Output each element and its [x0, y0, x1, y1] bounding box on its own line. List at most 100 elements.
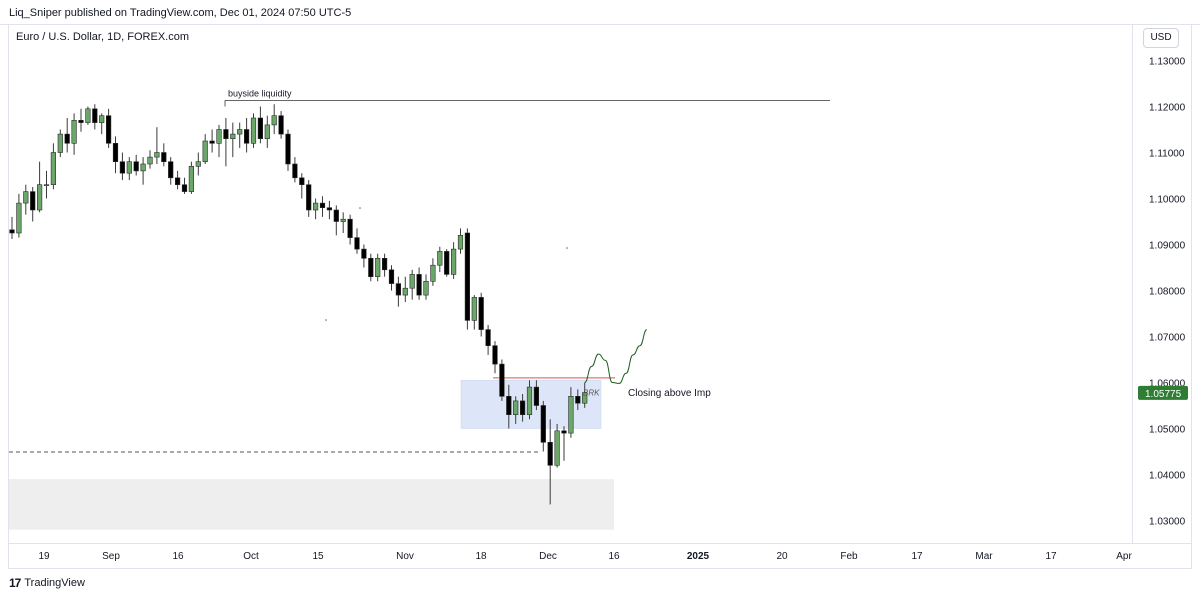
candle-bull	[513, 400, 519, 415]
candle-bear	[278, 115, 284, 135]
time-tick-label: 19	[38, 551, 50, 562]
candle-bear	[133, 161, 139, 172]
candle-bull	[36, 184, 43, 211]
price-tick-label: 1.08000	[1149, 287, 1186, 298]
candle-bear	[112, 143, 119, 163]
currency-button[interactable]: USD	[1143, 28, 1179, 48]
stray-dot	[325, 319, 327, 321]
time-tick-label: 2025	[687, 551, 710, 562]
price-tick-label: 1.12000	[1149, 103, 1186, 114]
candle-bull	[409, 274, 415, 289]
candle-bear	[292, 163, 298, 179]
candle-bull	[154, 152, 160, 158]
candle-bear	[416, 274, 422, 296]
candle-bull	[526, 386, 533, 416]
time-tick-label: Mar	[975, 551, 993, 562]
candle-bear	[244, 129, 250, 144]
candle-bear	[506, 395, 512, 415]
time-tick-label: 17	[1045, 551, 1057, 562]
buyside-liquidity-label: buyside liquidity	[228, 89, 292, 99]
candle-bear	[492, 345, 498, 365]
candle-bear	[540, 405, 546, 443]
tradingview-logo-icon: 17	[9, 576, 21, 590]
candle-bull	[450, 248, 457, 275]
candle-bull	[188, 166, 195, 192]
candle-bull	[16, 202, 22, 234]
time-tick-label: Apr	[1116, 551, 1132, 562]
candle-bear	[354, 237, 360, 250]
candle-bear	[223, 129, 229, 139]
candle-bear	[106, 115, 112, 144]
candle-bull	[568, 395, 574, 434]
candle-bear	[306, 184, 312, 211]
time-tick-label: Oct	[243, 551, 259, 562]
candle-bull	[554, 430, 560, 466]
time-tick-label: 18	[475, 551, 487, 562]
candle-bear	[257, 117, 264, 140]
price-axis-divider	[1132, 24, 1133, 544]
candle-bull	[216, 129, 222, 144]
time-tick-label: 16	[608, 551, 620, 562]
candle-bear	[464, 232, 471, 321]
last-price-label: 1.05775	[1145, 389, 1182, 400]
candle-bull	[71, 120, 77, 144]
candle-bull	[237, 129, 243, 135]
candle-bull	[264, 124, 270, 140]
candle-bear	[575, 395, 581, 404]
candle-bull	[57, 133, 63, 153]
footer: 17 TradingView	[9, 576, 85, 590]
price-tick-label: 1.09000	[1149, 241, 1186, 252]
candle-bull	[375, 257, 381, 277]
candle-bear	[388, 269, 395, 284]
candle-bear	[92, 108, 98, 123]
price-tick-label: 1.05000	[1149, 425, 1186, 436]
candle-bear	[519, 400, 526, 415]
candle-bear	[175, 177, 181, 186]
candle-bear	[547, 441, 553, 466]
price-tick-label: 1.07000	[1149, 333, 1186, 344]
candle-bull	[437, 251, 443, 266]
time-tick-label: 15	[312, 551, 324, 562]
candle-bull	[423, 280, 429, 296]
candle-bear	[347, 218, 353, 238]
publish-line: Liq_Sniper published on TradingView.com,…	[9, 7, 352, 19]
stray-dot	[359, 207, 361, 209]
time-tick-label: 20	[776, 551, 788, 562]
chart-frame	[8, 24, 1192, 569]
candle-bull	[147, 156, 153, 165]
brk-label: BRK	[583, 388, 600, 397]
candle-bear	[78, 120, 84, 123]
candle-bull	[50, 152, 56, 186]
closing-above-imp-label: Closing above Imp	[628, 388, 711, 399]
candle-bull	[582, 392, 588, 404]
candle-bear	[361, 248, 367, 259]
time-tick-label: Sep	[102, 551, 120, 562]
candle-bull	[230, 133, 236, 140]
candle-bull	[430, 264, 436, 282]
time-axis-divider	[8, 543, 1192, 544]
candle-bear	[30, 191, 36, 211]
projection-path	[584, 329, 648, 384]
candle-bear	[499, 363, 505, 397]
candle-bear	[64, 133, 70, 144]
price-tick-label: 1.03000	[1149, 517, 1186, 528]
candle-bull	[457, 235, 464, 250]
time-tick-label: 16	[172, 551, 184, 562]
price-tick-label: 1.06000	[1149, 379, 1186, 390]
candle-bull	[312, 202, 319, 211]
candle-bear	[319, 202, 326, 209]
candle-bear	[381, 257, 388, 271]
last-price-badge	[1138, 385, 1188, 400]
candle-bull	[340, 218, 346, 222]
time-tick-label: Nov	[396, 551, 414, 562]
candle-bear	[533, 386, 539, 406]
candle-bear	[368, 257, 374, 277]
chart-title: Euro / U.S. Dollar, 1D, FOREX.com	[16, 31, 189, 43]
price-tick-label: 1.10000	[1149, 195, 1186, 206]
candle-bull	[99, 115, 105, 123]
footer-brand: TradingView	[24, 577, 85, 589]
candle-bear	[478, 297, 484, 330]
candle-bull	[23, 191, 29, 204]
candle-bull	[195, 161, 201, 167]
